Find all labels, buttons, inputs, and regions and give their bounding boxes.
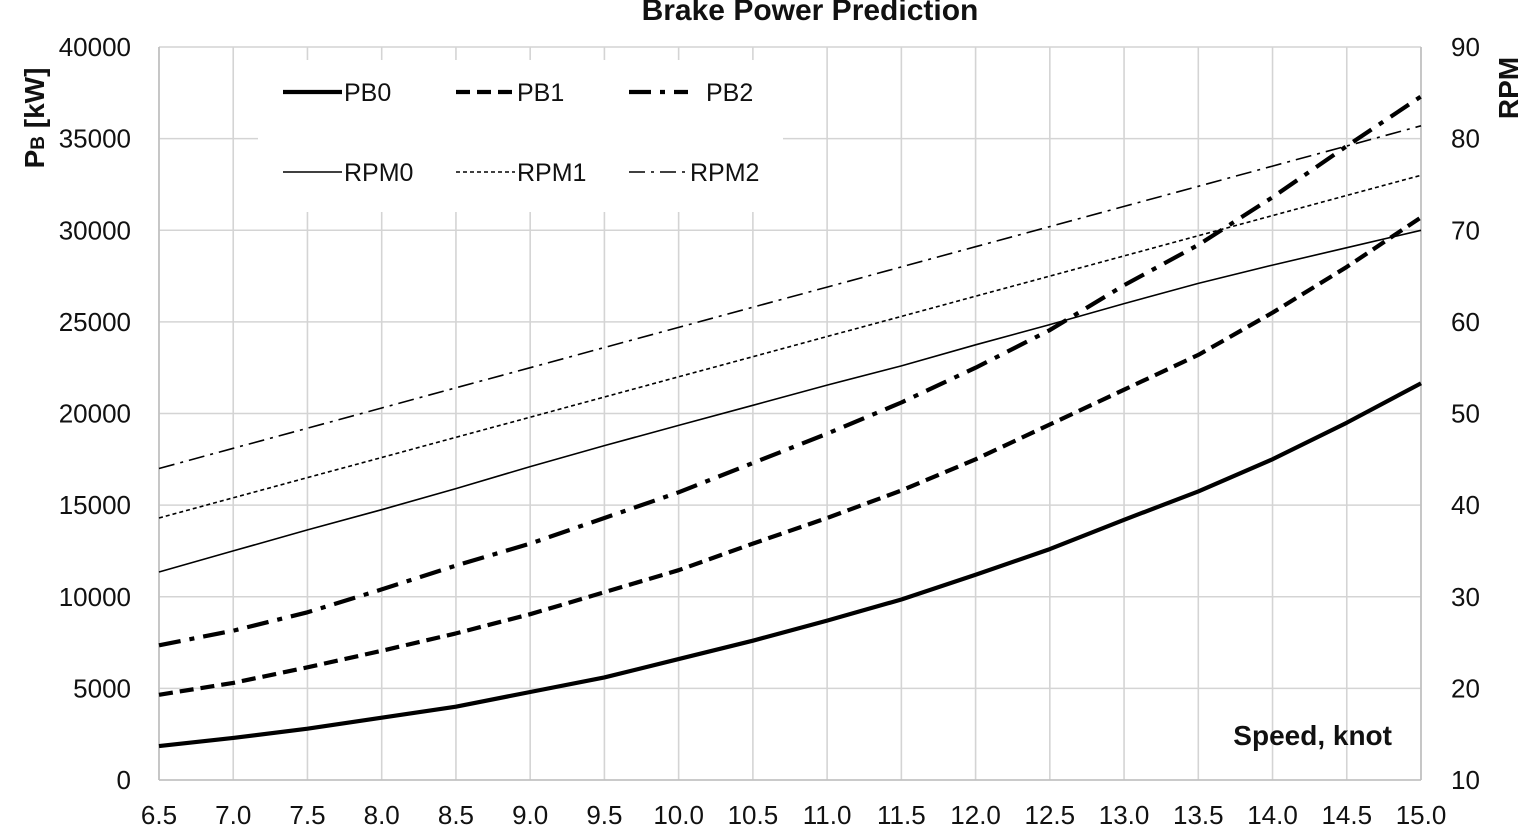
x-tick-label: 14.5 [1321,800,1372,828]
series-line-pb0 [158,381,1422,749]
y-tick-label: 25000 [59,307,131,337]
x-tick-label: 9.5 [586,800,622,828]
y-axis-title-subscript: B [28,136,49,150]
y2-tick-label: 80 [1451,124,1480,154]
x-tick-label: 7.5 [289,800,325,828]
y-tick-label: 30000 [59,215,131,245]
series-line-rpm2 [158,125,1422,470]
y2-tick-label: 60 [1451,307,1480,337]
legend-label-pb2: PB2 [706,79,753,107]
y2-tick-label: 40 [1451,490,1480,520]
y-tick-label: 35000 [59,124,131,154]
series-line-rpm0 [158,229,1422,573]
y-axis-title-main: P [19,150,50,169]
y-tick-label: 15000 [59,490,131,520]
x-axis-title: Speed, knot [1233,720,1392,751]
x-tick-label: 13.5 [1173,800,1224,828]
y-tick-label: 5000 [73,673,131,703]
x-tick-label: 8.5 [438,800,474,828]
series-line-rpm1 [158,174,1422,519]
x-tick-label: 7.0 [215,800,251,828]
x-tick-label: 13.0 [1099,800,1150,828]
y2-axis-title: RPM [1493,57,1524,119]
legend: PB0 PB1 PB2 RPM0 RPM1 RPM2 [258,60,783,212]
x-tick-label: 11.0 [803,800,852,828]
y2-tick-label: 50 [1451,399,1480,429]
legend-label-pb1: PB1 [517,79,564,107]
y2-tick-label: 90 [1451,32,1480,62]
legend-label-rpm1: RPM1 [517,159,586,187]
x-tick-label: 15.0 [1396,800,1447,828]
x-tick-label: 8.0 [364,800,400,828]
axis-labels: Brake Power Prediction Speed, knot RPM P… [19,0,1524,751]
x-tick-label: 11.5 [877,800,926,828]
x-tick-label: 6.5 [141,800,177,828]
y2-tick-label: 20 [1451,673,1480,703]
series-lines [158,94,1423,749]
y2-tick-label: 70 [1451,215,1480,245]
y-tick-label: 0 [117,765,131,795]
legend-label-rpm0: RPM0 [344,159,413,187]
axes: 6.5 7.0 7.5 8.0 8.5 9.0 9.5 10.0 10.5 11.0 11.5 12.… [59,32,1480,828]
x-tick-label: 10.5 [728,800,779,828]
x-tick-label: 12.0 [950,800,1001,828]
y2-tick-label: 30 [1451,582,1480,612]
x-tick-label: 10.0 [653,800,704,828]
y-axis-title-unit: [kW] [19,68,50,136]
legend-background [258,60,783,212]
y-axis-title: PB [kW] [19,68,50,169]
chart-title: Brake Power Prediction [642,0,979,27]
series-line-pb2 [158,94,1423,648]
x-tick-label: 9.0 [512,800,548,828]
legend-label-pb0: PB0 [344,79,391,107]
x-tick-label: 14.0 [1247,800,1298,828]
x-tick-label: 12.5 [1025,800,1076,828]
y-tick-label: 20000 [59,399,131,429]
y2-tick-label: 10 [1451,765,1480,795]
y-tick-label: 10000 [59,582,131,612]
legend-label-rpm2: RPM2 [690,159,759,187]
y-tick-label: 40000 [59,32,131,62]
series-line-pb1 [158,215,1423,697]
